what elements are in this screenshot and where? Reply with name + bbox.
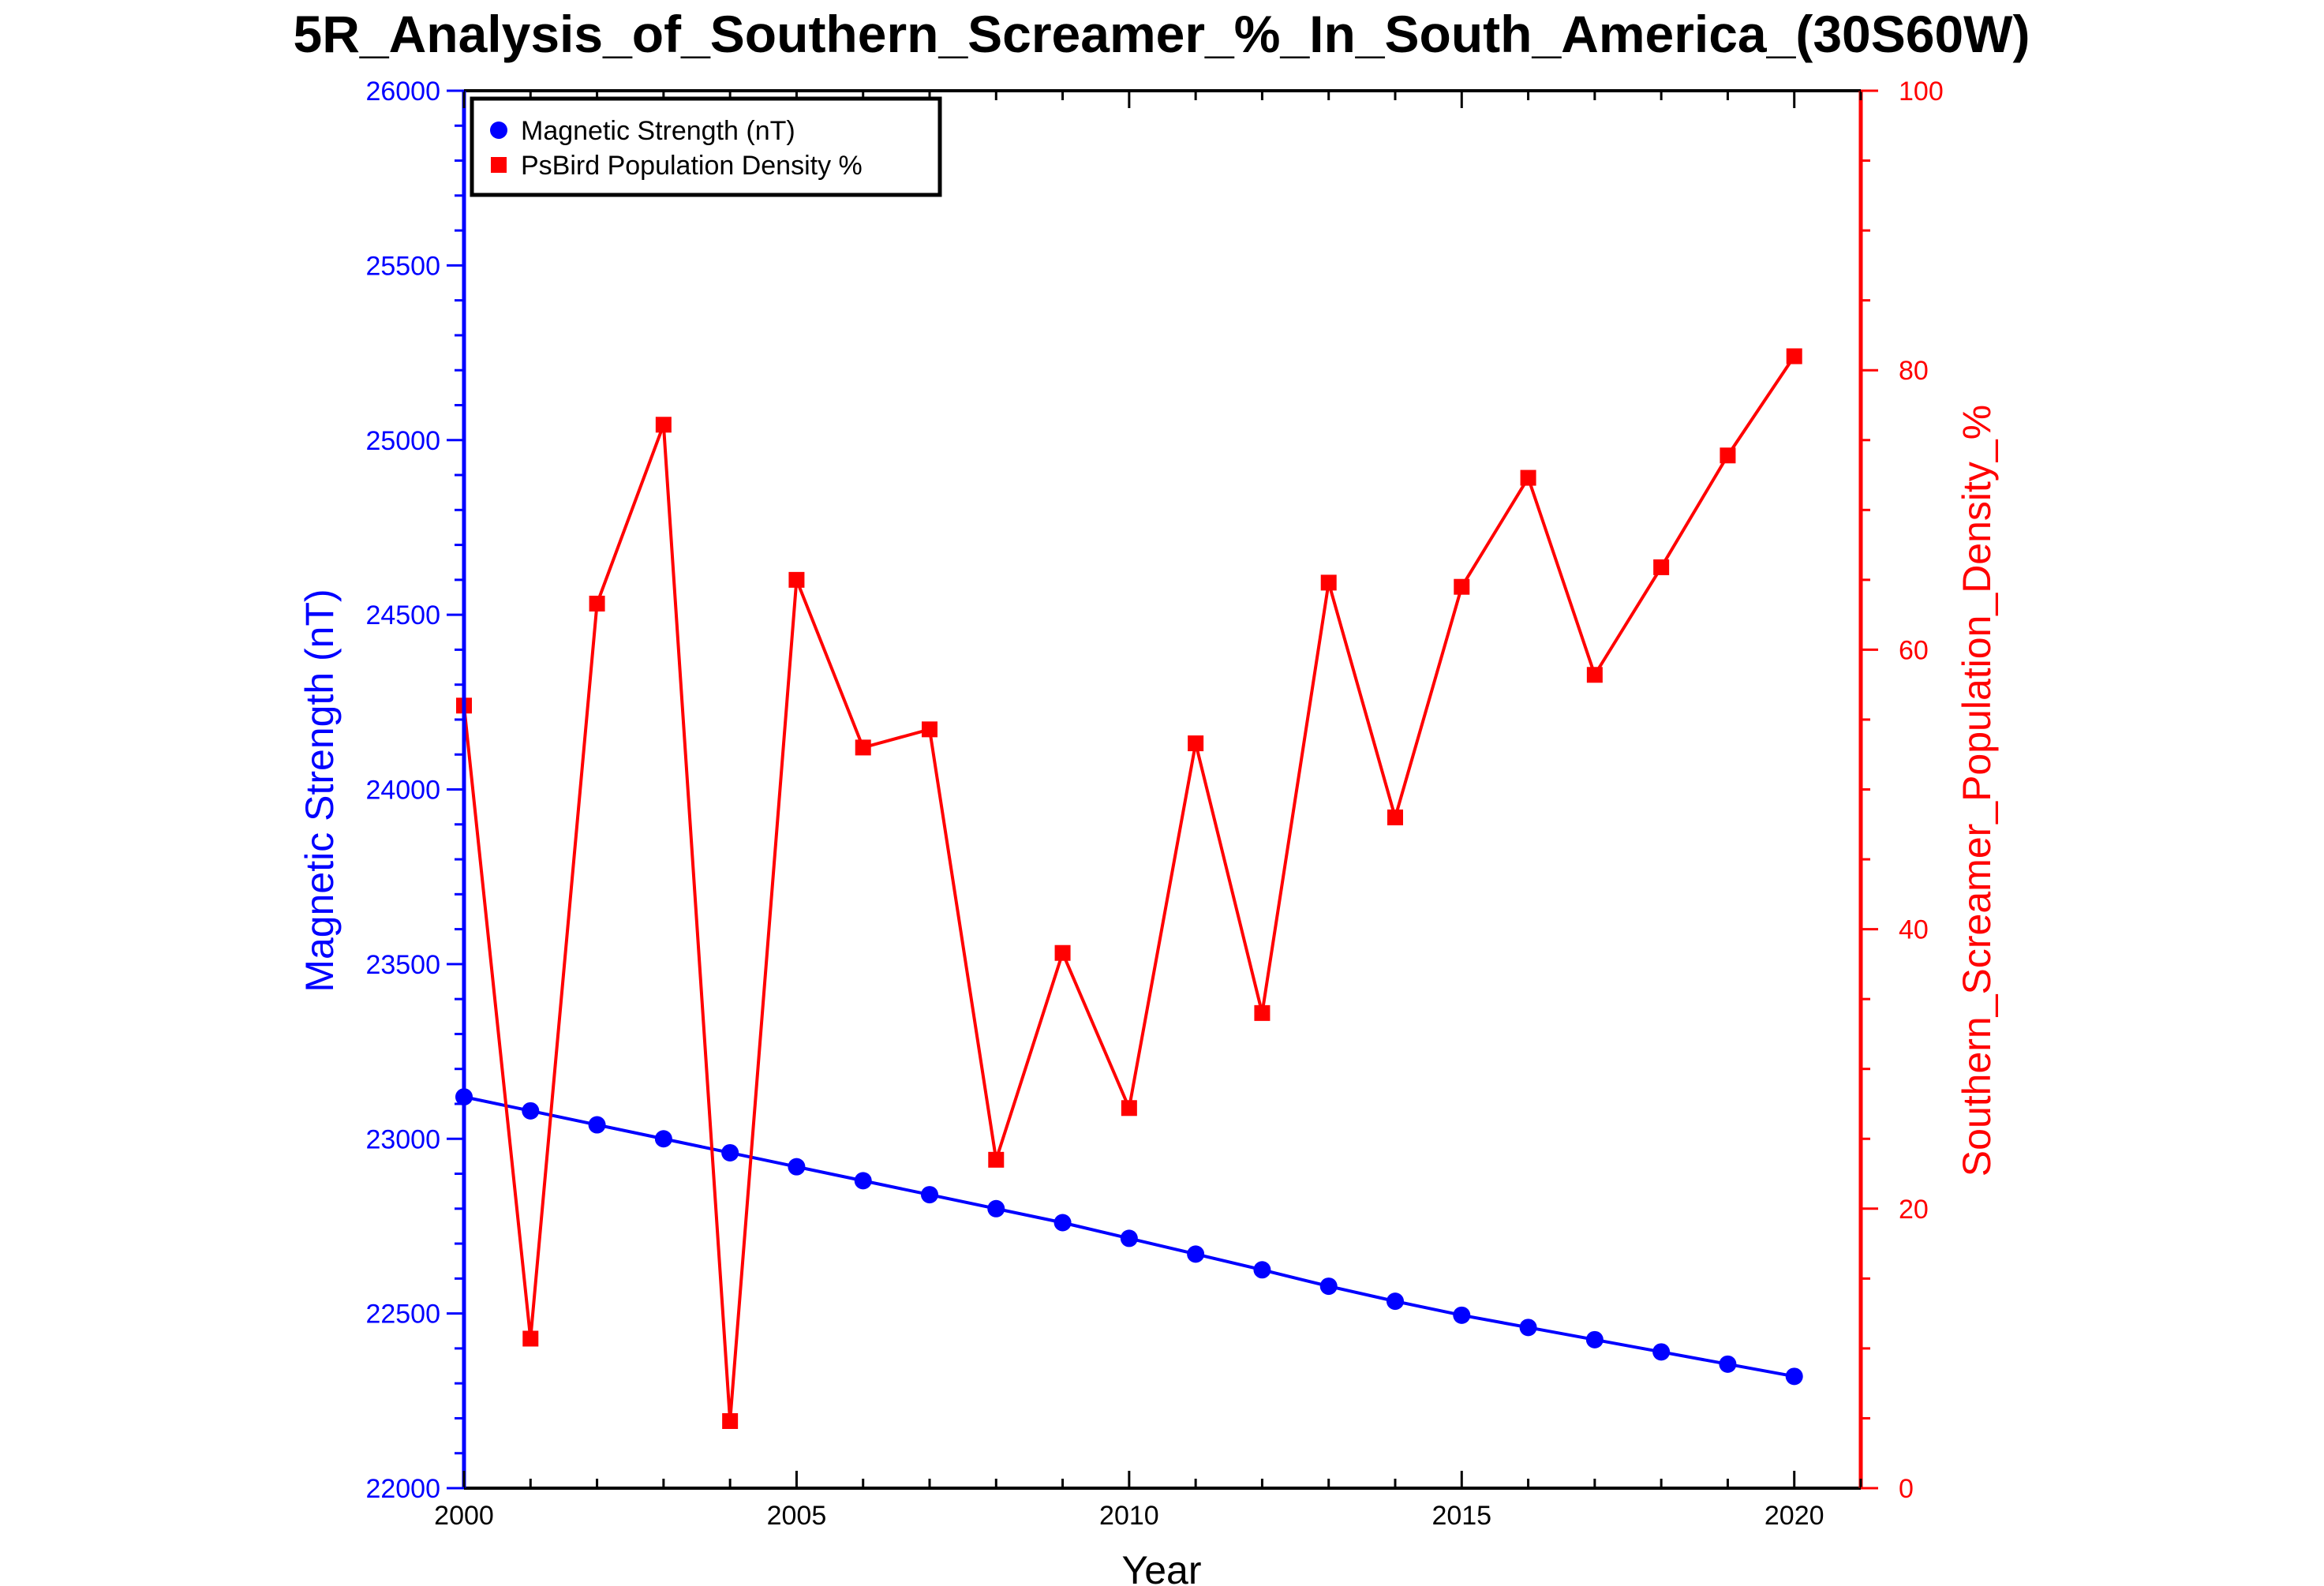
magnetic-point	[1785, 1367, 1803, 1386]
density-point	[988, 1151, 1005, 1168]
density-point	[922, 721, 937, 738]
magnetic-point	[1387, 1292, 1404, 1311]
density-point	[1786, 348, 1802, 365]
y-axis-right-label: Southern_Screamer_Population_Density_%	[1955, 405, 1999, 1176]
magnetic-point	[1253, 1261, 1271, 1279]
magnetic-point	[854, 1172, 872, 1190]
magnetic-point	[1719, 1355, 1737, 1373]
magnetic-point	[1519, 1319, 1537, 1337]
y-right-tick-label: 100	[1899, 77, 1944, 107]
y-left-tick-label: 25500	[365, 251, 440, 281]
y-right-tick-label: 60	[1899, 635, 1929, 665]
magnetic-point	[1652, 1343, 1671, 1361]
density-point	[1320, 574, 1337, 591]
density-point	[722, 1412, 739, 1429]
x-axis-label: Year	[1121, 1548, 1201, 1586]
density-point	[1653, 559, 1670, 575]
x-tick-label: 2015	[1431, 1501, 1491, 1531]
density-point	[1121, 1100, 1137, 1117]
legend-box	[470, 96, 942, 197]
y-left-tick-label: 22500	[365, 1300, 440, 1330]
x-tick-label: 2000	[434, 1501, 494, 1531]
magnetic-point	[1585, 1330, 1604, 1348]
density-point	[1586, 667, 1603, 683]
y-right-tick-label: 0	[1899, 1474, 1914, 1504]
density-point	[655, 417, 672, 433]
y-right-tick-label: 40	[1899, 915, 1929, 945]
magnetic-point	[921, 1186, 938, 1204]
magnetic-point	[1319, 1277, 1338, 1296]
density-point	[1454, 578, 1470, 595]
legend-square-marker	[491, 157, 507, 173]
legend: Magnetic Strength (nT) PsBird Population …	[470, 96, 942, 197]
y-left-tick-label: 26000	[365, 77, 440, 107]
legend-entry-label: PsBird Population Density %	[521, 151, 863, 181]
magnetic-point	[721, 1143, 739, 1161]
y-left-tick-label: 23500	[365, 950, 440, 980]
y-left-tick-label: 25000	[365, 426, 440, 456]
magnetic-point	[522, 1102, 540, 1120]
y-right-tick-label: 20	[1899, 1195, 1929, 1225]
x-tick-label: 2005	[767, 1501, 827, 1531]
y-left-tick-label: 24500	[365, 600, 440, 630]
density-point	[1520, 469, 1536, 486]
y-left-tick-label: 24000	[365, 776, 440, 806]
plot-area	[455, 348, 1803, 1429]
magnetic-point	[987, 1199, 1005, 1218]
density-point	[855, 739, 871, 756]
y-left-tick-label: 23000	[365, 1124, 440, 1154]
density-series-line	[462, 355, 1796, 1422]
density-point	[1387, 809, 1403, 825]
axes: 2000 2005 2010 2015 2020 22000 22500 23000 23500…	[365, 77, 1943, 1531]
legend-entry-label: Magnetic Strength (nT)	[521, 116, 795, 146]
chart-title: 5R_Analysis_of_Southern_Screamer_%_In_So…	[294, 5, 2030, 63]
density-point	[1720, 447, 1736, 464]
x-tick-label: 2020	[1765, 1501, 1824, 1531]
magnetic-point	[588, 1116, 606, 1134]
density-point	[788, 571, 805, 588]
magnetic-point	[1453, 1306, 1471, 1324]
magnetic-point	[1120, 1229, 1138, 1247]
legend-circle-marker	[490, 122, 507, 139]
density-point	[1254, 1004, 1271, 1021]
magnetic-point	[1187, 1245, 1205, 1263]
magnetic-point	[1053, 1214, 1072, 1232]
y-right-tick-label: 80	[1899, 356, 1929, 386]
density-point	[1188, 735, 1204, 752]
density-point	[522, 1330, 539, 1347]
density-point	[589, 595, 605, 612]
y-left-tick-label: 22000	[365, 1474, 440, 1504]
density-point	[1054, 944, 1071, 961]
magnetic-point	[654, 1130, 672, 1148]
y-axis-left-label: Magnetic Strength (nT)	[298, 589, 342, 992]
magnetic-point	[788, 1158, 806, 1176]
x-tick-label: 2010	[1099, 1501, 1159, 1531]
